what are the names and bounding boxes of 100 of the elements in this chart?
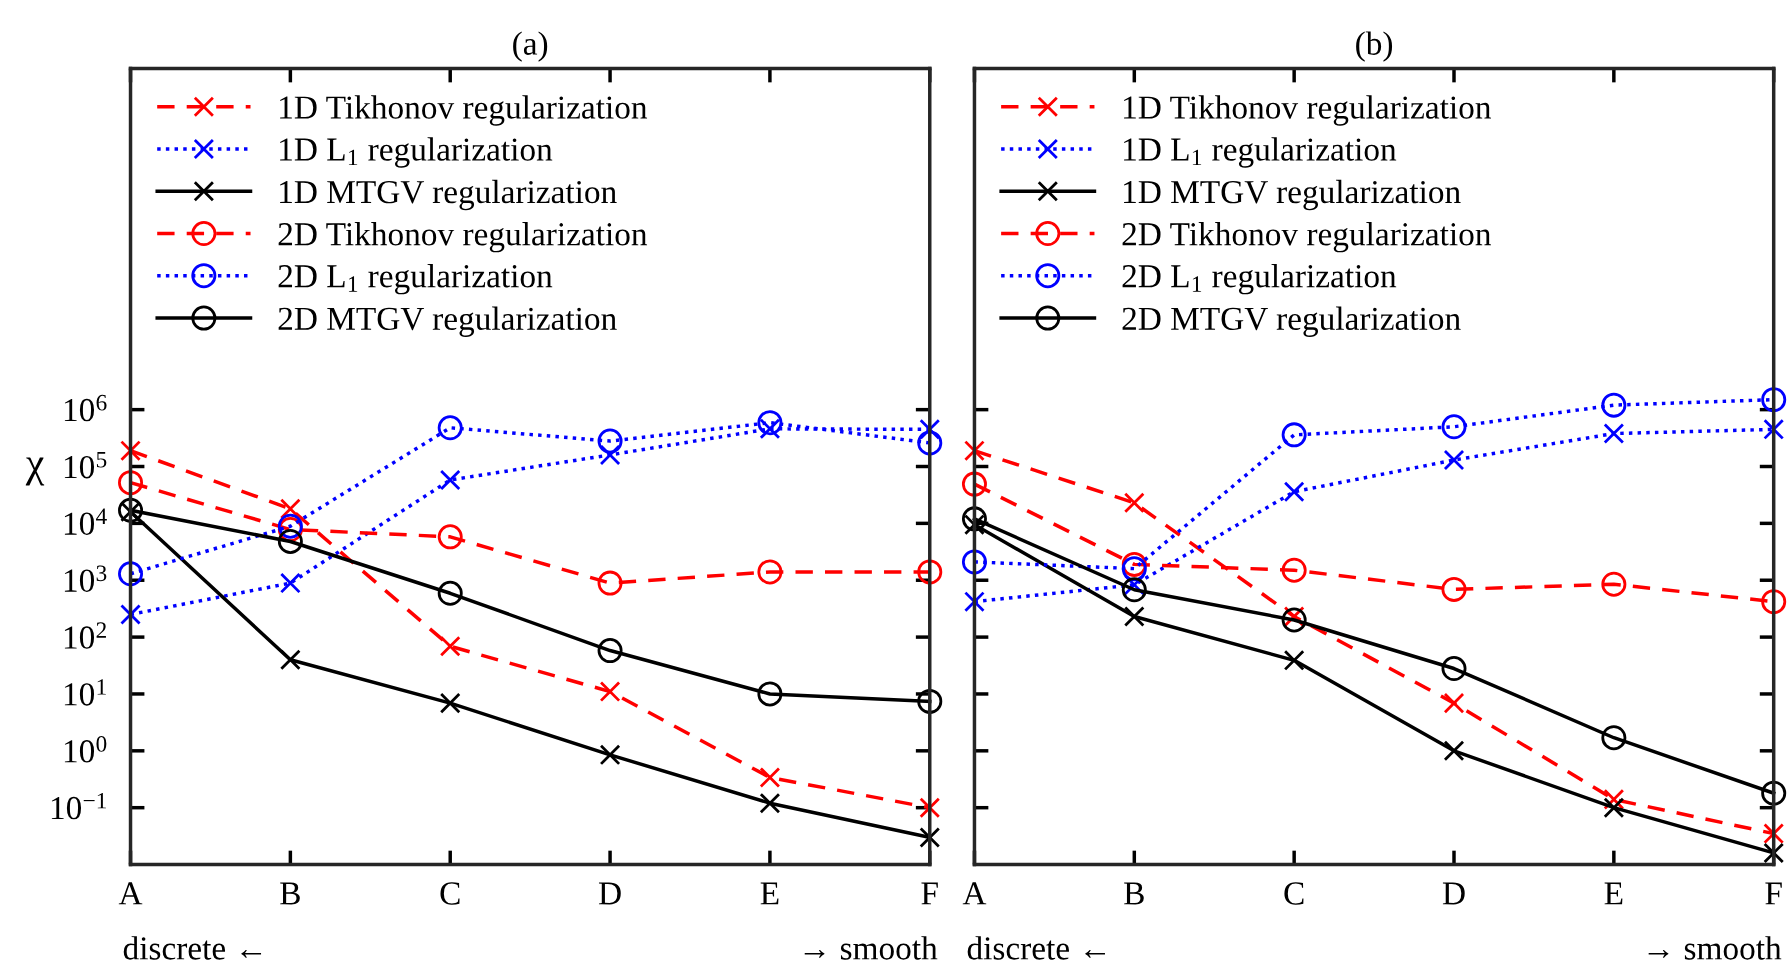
point [961,549,987,575]
point [277,528,303,554]
point [1441,656,1467,682]
point [279,498,301,520]
point [1443,449,1465,471]
legend-label: 2D Tikhonov regularization [1122,222,1491,253]
text: discrete ← [967,936,1105,960]
point [964,514,985,536]
y-tick-label: 10$^{6}$ [64,394,107,422]
point [1603,797,1625,819]
point [599,744,621,766]
y-tick-label: 10$^{−1}$ [51,792,106,820]
point [1441,414,1467,440]
point [1123,606,1145,627]
point [1281,557,1307,583]
point [1601,725,1627,751]
point [597,638,623,664]
y-axis-title: χ [25,457,45,486]
point [1443,692,1465,714]
legend-label: 2D L$_{1}$ regularization [1122,264,1397,295]
x-tick-label: C [440,882,460,905]
legend-label: 1D L$_{1}$ regularization [280,137,553,168]
y-tick-label: 10$^{4}$ [64,508,107,535]
point [759,418,781,440]
point [1601,392,1627,418]
point [1443,740,1465,762]
point [1761,780,1787,806]
point [757,559,783,585]
point [279,572,301,594]
x-tick-label: C [1284,882,1304,905]
x-tick-label: F [921,882,938,905]
point [439,635,461,657]
point [1123,492,1145,514]
point [964,591,985,613]
point [917,559,943,585]
point [917,688,943,714]
point [917,430,943,456]
point [279,649,301,671]
point [120,604,141,625]
y-tick-label: 10$^{2}$ [64,622,106,649]
legend-label: 1D MTGV regularization [280,179,617,211]
legend-label: 1D MTGV regularization [1124,179,1461,211]
legend-label: 2D Tikhonov regularization [278,222,648,253]
point [1761,387,1787,413]
point [1121,577,1147,603]
point [439,469,461,491]
x-tick-label: E [760,882,779,905]
point [437,580,463,606]
point [1281,422,1307,448]
y-tick-label: 10$^{5}$ [64,452,107,479]
point [439,692,461,714]
point [1281,607,1307,633]
x-tick-label: B [1124,882,1144,905]
point [599,681,621,703]
text: discrete ← [123,936,262,960]
point [757,410,783,436]
text: → smooth [804,936,938,960]
point [919,827,941,848]
point [964,440,985,462]
legend-label: 2D L$_{1}$ regularization [278,264,553,295]
legend-label: 2D MTGV regularization [278,306,617,337]
point [1763,823,1785,845]
point [759,792,781,814]
chart-title: (a) [513,31,548,62]
point [437,524,463,550]
point [757,681,783,707]
point [1283,649,1305,671]
point [118,561,144,587]
point [919,797,941,819]
legend-label: 2D MTGV regularization [1122,306,1461,337]
x-tick-label: D [1442,882,1465,905]
text: → smooth [1648,936,1782,960]
point [437,415,463,441]
legend-label: 1D Tikhonov regularization [280,95,648,126]
y-tick-label: 10$^{1}$ [64,679,106,706]
point [1601,571,1627,597]
point [118,470,144,496]
x-tick-label: A [118,882,143,905]
x-tick-label: F [1765,882,1782,905]
chart-title: (b) [1356,31,1393,62]
x-tick-label: A [962,882,987,905]
legend-label: 1D L$_{1}$ regularization [1124,137,1397,168]
y-tick-label: 10$^{3}$ [64,565,107,592]
point [1283,481,1305,503]
point [599,444,621,466]
x-tick-label: D [598,882,621,905]
point [1763,418,1785,440]
point [1761,589,1787,615]
point [597,570,623,596]
legend-label: 1D Tikhonov regularization [1124,95,1491,126]
point [120,440,141,462]
point [961,471,987,497]
y-tick-label: 10$^{0}$ [64,736,107,763]
point [1441,576,1467,602]
x-tick-label: E [1604,882,1623,905]
point [759,767,781,788]
point [919,418,941,440]
point [1603,423,1625,444]
point [597,428,623,454]
x-tick-label: B [280,882,300,905]
